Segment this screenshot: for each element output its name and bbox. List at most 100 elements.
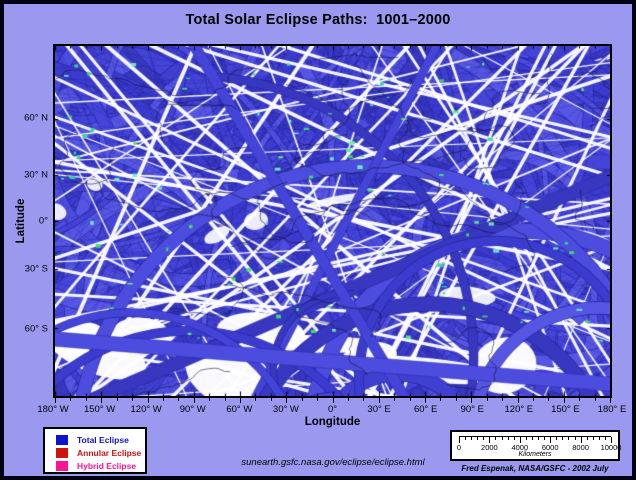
scale-tick-label: 8000 — [572, 443, 589, 452]
scale-tick-label: 0 — [456, 443, 462, 452]
x-tick-label: 30° W — [272, 404, 299, 415]
x-tick-mark — [101, 398, 103, 403]
y-tick-label: 60° S — [24, 323, 48, 335]
x-tick-mark — [147, 398, 149, 403]
scale-bar: 0 2000 4000 6000 8000 10000 Kilometers — [450, 430, 622, 461]
x-axis-title: Longitude — [304, 416, 361, 428]
scale-tick-mark — [501, 437, 503, 440]
scale-tick-mark — [592, 437, 594, 440]
scale-tick-mark — [513, 437, 515, 440]
x-tick-mark — [224, 398, 226, 401]
x-tick-mark — [240, 398, 241, 403]
x-tick-label: 150° W — [83, 404, 116, 415]
scale-tick-mark — [544, 437, 546, 440]
x-tick-mark — [471, 398, 473, 403]
x-tick-label: 0° — [327, 404, 338, 415]
scale-tick-mark — [586, 437, 588, 440]
figure-title: Total Solar Eclipse Paths: 1001–2000 — [185, 12, 451, 28]
scale-tick-mark — [568, 437, 570, 440]
x-tick-mark — [301, 398, 303, 401]
scale-tick-mark — [471, 437, 473, 440]
x-tick-mark — [394, 398, 396, 401]
credit-text: Fred Espenak, NASA/GSFC - 2002 July — [461, 464, 609, 473]
scale-tick-mark — [477, 437, 479, 440]
x-tick-label: 90° W — [179, 404, 206, 415]
x-tick-mark — [532, 398, 534, 401]
x-tick-mark — [116, 398, 118, 401]
x-tick-mark — [347, 398, 349, 401]
scale-tick-mark — [459, 437, 460, 443]
x-tick-mark — [55, 398, 56, 403]
scale-tick-label: 10000 — [600, 443, 622, 452]
x-tick-mark — [425, 398, 426, 403]
legend-item-1: Annular Eclipse — [56, 446, 145, 459]
scale-tick-mark — [556, 437, 558, 440]
x-tick-mark — [517, 398, 519, 403]
x-tick-mark — [332, 398, 334, 403]
y-tick-label: 30° S — [24, 263, 48, 275]
x-tick-mark — [162, 398, 164, 401]
x-tick-label: 150° E — [551, 404, 580, 415]
x-axis-tick-labels: 180° W 150° W 120° W 90° W 60° W 30° W 0° 30° E… — [37, 404, 626, 415]
scale-tick-mark — [604, 437, 606, 440]
website-url-text: sunearth.gsfc.nasa.gov/eclipse/eclipse.h… — [241, 457, 425, 468]
legend-swatch — [56, 434, 68, 445]
scale-tick-mark — [611, 437, 612, 443]
x-tick-mark — [70, 398, 72, 401]
scale-ruler — [459, 436, 612, 444]
y-tick-label: 30° N — [24, 169, 48, 181]
x-tick-mark — [563, 398, 565, 403]
legend: Total Eclipse Annular Eclipse Hybrid Eclip… — [43, 427, 147, 474]
legend-label: Annular Eclipse — [77, 447, 142, 458]
scale-tick-mark — [483, 437, 485, 440]
x-tick-mark — [363, 398, 365, 401]
legend-swatch — [56, 447, 68, 458]
scale-tick-mark — [489, 437, 491, 443]
x-tick-mark — [579, 398, 581, 401]
scale-tick-mark — [465, 437, 467, 440]
eclipse-paths-canvas — [55, 46, 610, 396]
legend-label: Hybrid Eclipse — [77, 460, 137, 471]
x-tick-mark — [193, 398, 195, 403]
scale-tick-labels: 0 2000 4000 6000 8000 10000 — [456, 443, 622, 452]
scale-tick-mark — [550, 437, 552, 443]
x-tick-label: 180° W — [37, 404, 69, 415]
scale-tick-mark — [519, 437, 521, 443]
legend-label: Total Eclipse — [77, 434, 129, 445]
scale-tick-mark — [531, 437, 533, 440]
x-tick-mark — [255, 398, 257, 401]
scale-tick-mark — [507, 437, 509, 440]
x-tick-label: 120° W — [130, 404, 162, 415]
x-tick-label: 30° E — [367, 404, 391, 415]
y-axis-title: Latitude — [15, 198, 27, 244]
y-tick-label: 60° N — [24, 112, 48, 124]
x-tick-label: 120° E — [504, 404, 534, 415]
scale-tick-mark — [598, 437, 600, 440]
x-tick-mark — [178, 398, 180, 401]
legend-swatch — [56, 460, 68, 471]
x-tick-mark — [486, 398, 488, 401]
x-tick-mark — [378, 398, 380, 403]
x-tick-mark — [85, 398, 87, 401]
x-tick-mark — [502, 398, 504, 401]
scale-tick-mark — [495, 437, 497, 440]
x-tick-mark — [455, 398, 457, 401]
x-tick-mark — [409, 398, 411, 401]
x-tick-mark — [209, 398, 211, 401]
x-tick-label: 60° E — [413, 404, 438, 415]
scale-tick-label: 6000 — [541, 443, 559, 452]
x-tick-label: 90° E — [460, 404, 484, 415]
scale-tick-mark — [562, 437, 564, 440]
y-axis-tick-labels: 60° N 30° N 0° 30° S 60° S — [0, 44, 48, 398]
scale-unit-label: Kilometers — [518, 451, 552, 458]
x-tick-mark — [548, 398, 550, 401]
scale-tick-label: 4000 — [511, 443, 529, 452]
scale-tick-mark — [574, 437, 576, 440]
x-axis-ticks — [55, 398, 611, 404]
x-tick-mark — [610, 398, 611, 403]
x-tick-mark — [440, 398, 442, 401]
scale-tick-mark — [538, 437, 540, 440]
scale-tick-label: 2000 — [481, 443, 498, 452]
x-tick-mark — [132, 398, 134, 401]
